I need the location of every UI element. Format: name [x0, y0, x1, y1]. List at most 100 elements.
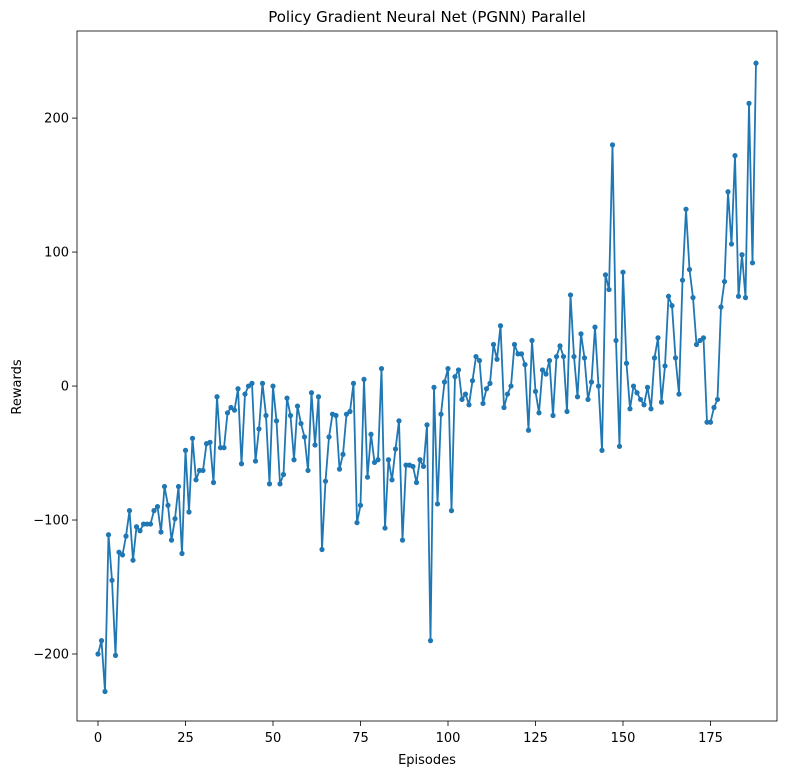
- data-point: [655, 335, 661, 341]
- data-point: [126, 508, 133, 514]
- data-point: [753, 60, 759, 66]
- data-point: [413, 479, 420, 486]
- data-point: [434, 501, 441, 507]
- data-point: [305, 467, 311, 474]
- y-tick-label: 200: [44, 112, 69, 127]
- data-point: [490, 341, 497, 348]
- data-point: [679, 277, 686, 283]
- data-point: [224, 410, 231, 416]
- data-point: [553, 353, 560, 360]
- data-point: [595, 383, 602, 389]
- data-point: [249, 380, 255, 386]
- data-point: [543, 371, 549, 377]
- data-point: [683, 206, 689, 212]
- data-point: [501, 404, 507, 411]
- data-point: [592, 324, 598, 330]
- data-point: [207, 439, 213, 445]
- chart-title: Policy Gradient Neural Net (PGNN) Parall…: [268, 8, 586, 26]
- data-point: [368, 431, 374, 437]
- data-point: [298, 420, 304, 427]
- data-point: [455, 367, 462, 373]
- data-point: [641, 402, 647, 408]
- data-point: [630, 383, 637, 389]
- data-point: [469, 378, 476, 384]
- data-point: [718, 304, 724, 310]
- data-point: [749, 260, 756, 266]
- data-point: [700, 335, 707, 341]
- data-point: [508, 383, 514, 389]
- data-point: [287, 412, 294, 419]
- data-point: [669, 303, 675, 309]
- data-point: [154, 504, 161, 510]
- data-point: [147, 521, 154, 527]
- data-point: [333, 412, 339, 419]
- data-point: [399, 537, 406, 543]
- data-point: [518, 351, 525, 357]
- data-point: [578, 331, 584, 337]
- data-point: [602, 272, 609, 278]
- y-tick-label: 0: [61, 380, 69, 395]
- x-tick-label: 150: [611, 731, 636, 746]
- data-point: [263, 412, 269, 419]
- data-point: [476, 357, 483, 364]
- data-point: [137, 528, 143, 534]
- data-point: [189, 435, 196, 441]
- data-point: [571, 353, 577, 360]
- data-point: [536, 410, 542, 416]
- data-point: [511, 341, 518, 348]
- data-point: [221, 445, 227, 451]
- data-point: [158, 529, 164, 535]
- y-axis: −200 −100 0 100 200: [33, 112, 77, 663]
- data-point: [417, 457, 423, 463]
- data-point: [522, 362, 528, 368]
- data-point: [326, 434, 332, 440]
- data-point: [676, 391, 682, 397]
- data-point: [242, 391, 248, 397]
- y-tick-label: −200: [33, 648, 69, 663]
- data-point: [256, 426, 262, 432]
- x-tick-label: 50: [265, 731, 282, 746]
- data-point: [420, 463, 427, 470]
- data-point: [161, 483, 168, 490]
- y-axis-label: Rewards: [10, 359, 25, 414]
- plot-area: [76, 30, 778, 722]
- data-point: [319, 546, 325, 553]
- data-point: [546, 357, 553, 364]
- data-point: [172, 516, 178, 522]
- data-point: [168, 537, 175, 543]
- data-point: [294, 403, 301, 409]
- data-point: [707, 419, 714, 425]
- data-point: [609, 142, 616, 148]
- data-point: [175, 483, 182, 490]
- data-point: [550, 412, 556, 419]
- data-point: [252, 458, 259, 464]
- data-point: [200, 467, 206, 474]
- data-point: [336, 466, 343, 472]
- data-point: [634, 390, 640, 396]
- data-point: [728, 241, 735, 247]
- data-point: [193, 477, 199, 483]
- data-point: [109, 577, 115, 583]
- plot-frame: [76, 30, 778, 722]
- data-point: [452, 374, 458, 380]
- data-point: [441, 379, 448, 385]
- data-point: [581, 355, 588, 361]
- data-point: [235, 386, 241, 392]
- data-point: [462, 391, 469, 397]
- data-point: [291, 457, 297, 463]
- data-point: [567, 292, 574, 298]
- data-point: [448, 508, 455, 514]
- data-point: [315, 394, 322, 400]
- data-point: [574, 394, 581, 400]
- data-point: [186, 509, 192, 515]
- data-point: [105, 532, 112, 538]
- data-point: [364, 474, 371, 480]
- data-point: [277, 481, 283, 487]
- data-point: [648, 406, 654, 412]
- data-point: [473, 353, 479, 360]
- data-point: [665, 293, 672, 299]
- data-point: [130, 557, 136, 563]
- data-point: [662, 363, 668, 369]
- data-point: [564, 408, 570, 415]
